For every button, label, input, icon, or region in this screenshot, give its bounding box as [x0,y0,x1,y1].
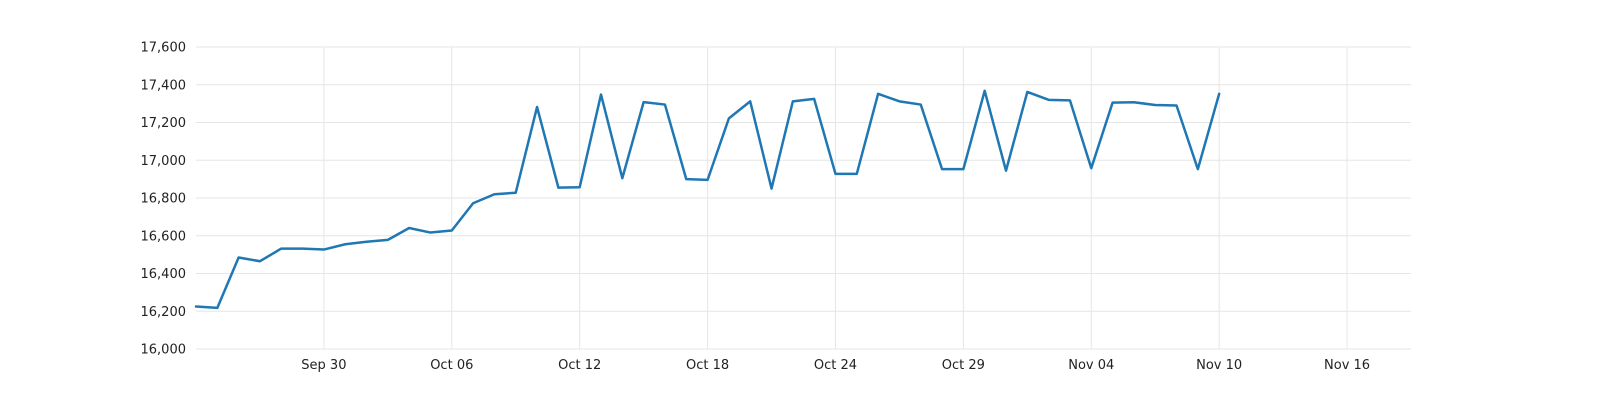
series-layer [194,88,1222,310]
x-axis-tick-labels: Sep 30 Oct 06 Oct 12 Oct 18 Oct 24 Oct 29 Nov … [301,358,1370,373]
x-tick-label: Oct 12 [558,358,601,373]
data-point [1025,89,1030,94]
y-tick-label: 16,600 [141,229,187,244]
data-point [599,92,604,97]
y-tick-label: 16,400 [141,267,187,282]
data-point [748,99,753,104]
data-point [279,246,284,251]
data-point [343,242,348,247]
data-point [1217,91,1222,96]
data-point [236,255,241,260]
data-point [556,185,561,190]
data-point [918,102,923,107]
data-point [1089,166,1094,171]
data-point [449,228,454,233]
data-point [726,116,731,121]
data-point [1131,100,1136,105]
data-point [961,167,966,172]
data-point [257,259,262,264]
data-point [1110,100,1115,105]
data-point [940,167,945,172]
y-axis-tick-labels: 16,000 16,200 16,400 16,600 16,800 17,000 17,2… [141,41,187,358]
y-tick-label: 16,000 [141,343,187,358]
data-point [471,201,476,206]
y-tick-label: 16,800 [141,192,187,207]
data-point [215,305,220,310]
data-point [833,171,838,176]
y-tick-label: 17,200 [141,116,187,131]
data-point [300,246,305,251]
data-point [194,304,199,309]
y-tick-label: 17,400 [141,78,187,93]
data-point [1195,167,1200,172]
data-point [769,186,774,191]
data-point [364,239,369,244]
series-line [194,89,1221,310]
data-point [407,226,412,231]
data-point [620,176,625,181]
data-point [982,88,987,93]
x-tick-label: Nov 10 [1196,358,1242,373]
data-point [1004,168,1009,173]
x-tick-label: Oct 24 [814,358,857,373]
data-point [577,185,582,190]
data-point [854,171,859,176]
x-tick-label: Nov 04 [1068,358,1114,373]
y-tick-label: 17,600 [141,41,187,56]
x-tick-label: Oct 06 [430,358,473,373]
data-point [321,247,326,252]
data-point [1174,103,1179,108]
data-point [492,192,497,197]
data-point [513,190,518,195]
data-point [535,105,540,110]
data-point [897,99,902,104]
y-tick-label: 17,000 [141,154,187,169]
data-point [385,237,390,242]
data-point [705,177,710,182]
grid [196,46,1411,350]
x-tick-label: Nov 16 [1324,358,1370,373]
data-point [662,102,667,107]
x-tick-label: Oct 29 [942,358,985,373]
data-point [1046,97,1051,102]
data-point [641,100,646,105]
data-point [812,96,817,101]
x-tick-label: Oct 18 [686,358,729,373]
data-point [428,230,433,235]
data-point [1153,102,1158,107]
x-tick-label: Sep 30 [301,358,346,373]
data-point [684,177,689,182]
data-point [876,91,881,96]
data-point [1067,98,1072,103]
data-point [790,99,795,104]
y-tick-label: 16,200 [141,305,187,320]
